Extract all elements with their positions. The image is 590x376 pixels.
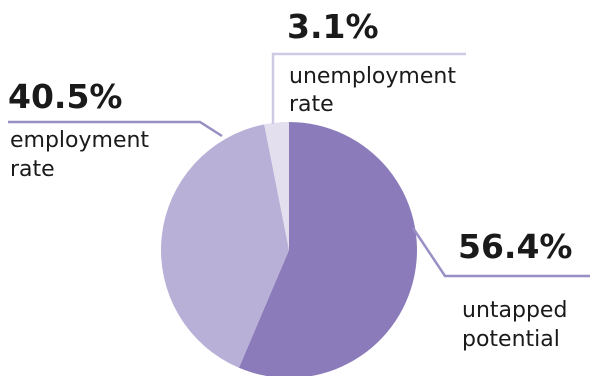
leader-line-1 (8, 120, 223, 138)
pie-slice-0 (238, 122, 417, 376)
slice-category-label: unemployment (289, 64, 456, 89)
pie-slices (161, 122, 417, 376)
slice-percent-label: 40.5% (8, 77, 123, 116)
pie-slice-1 (161, 124, 289, 368)
slice-percent-label: 3.1% (287, 7, 379, 46)
slice-category-label: rate (289, 92, 334, 117)
leader-line-0 (411, 227, 590, 278)
slice-category-label: potential (462, 327, 560, 352)
slice-labels: 56.4% untapped potential 40.5% employment rat… (8, 7, 573, 352)
slice-category-label: rate (10, 157, 55, 182)
slice-category-label: untapped (462, 298, 567, 323)
slice-category-label: employment (10, 128, 149, 153)
leader-lines (8, 52, 590, 278)
slice-percent-label: 56.4% (458, 227, 573, 266)
pie-slice-2 (264, 122, 289, 250)
leader-line-2 (271, 52, 466, 124)
